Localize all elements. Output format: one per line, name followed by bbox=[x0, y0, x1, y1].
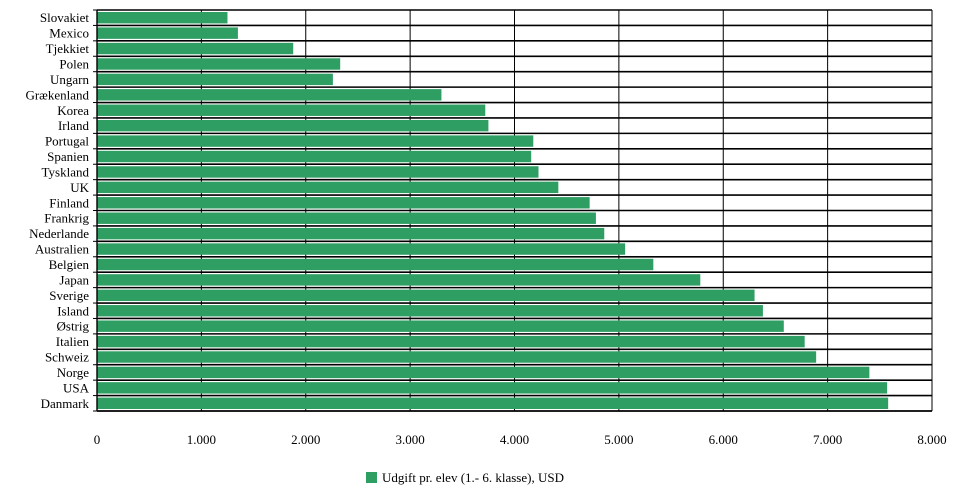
category-label: Japan bbox=[59, 272, 89, 287]
category-labels: SlovakietMexicoTjekkietPolenUngarnGræken… bbox=[25, 10, 89, 411]
bar-mexico bbox=[97, 27, 238, 39]
bar-belgien bbox=[97, 258, 654, 271]
bar-sverige bbox=[97, 289, 755, 302]
category-label: Østrig bbox=[57, 319, 90, 334]
x-tick-labels: 0 1.000 2.000 3.000 4.000 5.000 6.000 7.000 8.00… bbox=[94, 432, 947, 447]
category-label: Italien bbox=[56, 334, 90, 349]
bar-irland bbox=[97, 119, 489, 132]
bar-uk bbox=[97, 181, 559, 194]
bar-island bbox=[97, 305, 763, 317]
bar-schweiz bbox=[97, 351, 817, 363]
category-label: Australien bbox=[35, 242, 90, 257]
category-label: Mexico bbox=[49, 26, 89, 41]
bar-usa bbox=[97, 382, 888, 394]
x-tick-label: 4.000 bbox=[500, 432, 529, 447]
legend-label: Udgift pr. elev (1.- 6. klasse), USD bbox=[382, 470, 564, 485]
category-label: Sverige bbox=[49, 288, 89, 303]
x-tick-label: 5.000 bbox=[604, 432, 633, 447]
bar-østrig bbox=[97, 320, 784, 332]
category-label: Portugal bbox=[45, 134, 89, 149]
category-label: Island bbox=[57, 303, 89, 318]
x-tick-label: 3.000 bbox=[396, 432, 425, 447]
category-label: Finland bbox=[49, 195, 89, 210]
bar-slovakiet bbox=[97, 12, 228, 24]
category-label: USA bbox=[63, 380, 90, 395]
category-label: Schweiz bbox=[45, 350, 89, 365]
bar-spanien bbox=[97, 150, 532, 163]
x-tick-label: 2.000 bbox=[291, 432, 320, 447]
category-label: Danmark bbox=[41, 396, 90, 411]
category-label: Grækenland bbox=[25, 87, 89, 102]
row-separators bbox=[97, 9, 932, 412]
category-label: Ungarn bbox=[50, 72, 89, 87]
bar-frankrig bbox=[97, 212, 596, 224]
bar-ungarn bbox=[97, 73, 333, 86]
category-label: Korea bbox=[57, 103, 89, 118]
axes bbox=[93, 9, 933, 412]
category-label: Slovakiet bbox=[40, 10, 89, 25]
bar-polen bbox=[97, 58, 341, 70]
category-label: UK bbox=[70, 180, 89, 195]
bar-finland bbox=[97, 197, 590, 209]
bar-tjekkiet bbox=[97, 42, 294, 55]
category-label: Norge bbox=[57, 365, 89, 380]
category-label: Frankrig bbox=[44, 211, 89, 226]
bar-portugal bbox=[97, 135, 534, 147]
bars bbox=[97, 12, 889, 409]
bar-nederlande bbox=[97, 227, 605, 240]
bar-tyskland bbox=[97, 166, 539, 178]
category-label: Polen bbox=[59, 56, 89, 71]
bar-norge bbox=[97, 366, 870, 379]
category-label: Nederlande bbox=[29, 226, 89, 241]
category-label: Irland bbox=[58, 118, 90, 133]
category-label: Tyskland bbox=[42, 164, 90, 179]
category-label: Tjekkiet bbox=[46, 41, 90, 56]
legend-swatch bbox=[366, 472, 377, 483]
legend: Udgift pr. elev (1.- 6. klasse), USD bbox=[366, 470, 564, 485]
bar-australien bbox=[97, 243, 626, 255]
x-tick-label: 7.000 bbox=[813, 432, 842, 447]
bar-danmark bbox=[97, 397, 889, 409]
bar-italien bbox=[97, 335, 805, 348]
x-tick-label: 1.000 bbox=[187, 432, 216, 447]
bar-grækenland bbox=[97, 89, 442, 101]
category-label: Belgien bbox=[49, 257, 90, 272]
bar-japan bbox=[97, 274, 701, 286]
x-tick-label: 6.000 bbox=[709, 432, 738, 447]
category-label: Spanien bbox=[47, 149, 89, 164]
x-tick-label: 8.000 bbox=[917, 432, 946, 447]
x-tick-label: 0 bbox=[94, 432, 101, 447]
bar-korea bbox=[97, 104, 486, 116]
